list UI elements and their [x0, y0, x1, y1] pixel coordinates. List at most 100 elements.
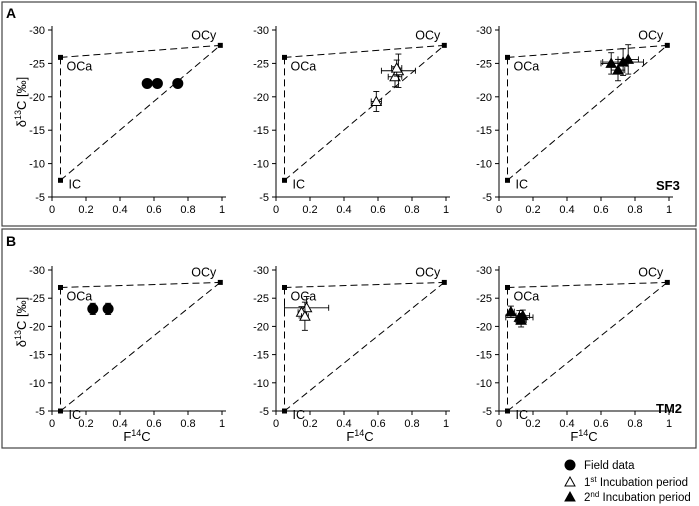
x-tick-label: 0.8 [180, 204, 195, 216]
y-tick-label: -30 [476, 265, 492, 277]
data-point-first-incubation [300, 301, 313, 313]
endmember-label-ocy: OCy [638, 265, 664, 279]
y-tick-label: -15 [29, 350, 45, 362]
y-tick-label: -5 [259, 406, 269, 418]
y-tick-label: -25 [253, 293, 269, 305]
endmember-marker-ic [58, 408, 63, 414]
data-point-field [141, 77, 153, 89]
x-tick-label: 0.4 [112, 204, 127, 216]
mixing-line-ic-ocy [284, 44, 445, 181]
endmember-marker-ic [505, 408, 510, 414]
mixing-line-ic-ocy [284, 282, 445, 412]
y-tick-label: -5 [259, 192, 269, 204]
endmember-label-ic: IC [293, 408, 306, 422]
chart-panel-a-2: -5 -10 -15 -20 -25 -30 0 0.2 0.4 0.6 0.8 1 OCa OCy IC [253, 25, 450, 216]
mixing-line-oca-ocy [284, 44, 445, 58]
x-tick-label: 0.8 [404, 418, 419, 430]
x-tick-label: 0.6 [370, 204, 385, 216]
legend-label-field: Field data [584, 460, 635, 472]
y-tick-label: -5 [35, 406, 45, 418]
x-tick-label: 0 [496, 418, 502, 430]
y-tick-label: -25 [476, 293, 492, 305]
mixing-line-oca-ocy [60, 281, 221, 288]
y-axis-label-row-b: δ13C [‰] [13, 297, 29, 348]
legend-label-first-incubation: 1st Incubation period [584, 475, 688, 489]
x-tick-label: 0.2 [78, 204, 93, 216]
x-tick-label: 1 [666, 418, 672, 430]
endmember-label-ocy: OCy [191, 265, 217, 279]
y-tick-label: -20 [29, 92, 45, 104]
x-tick-label: 1 [443, 418, 449, 430]
y-tick-label: -15 [253, 350, 269, 362]
endmember-label-ic: IC [293, 177, 306, 191]
data-point-second-incubation [516, 309, 529, 321]
data-point-second-incubation [612, 64, 624, 75]
x-tick-label: 0.4 [336, 418, 351, 430]
x-axis-label-3: F14C [570, 428, 597, 444]
legend-marker-second-incubation [564, 490, 576, 502]
endmember-marker-ocy [217, 279, 223, 285]
y-tick-label: -25 [29, 58, 45, 70]
y-tick-label: -30 [29, 265, 45, 277]
data-point-field [87, 303, 99, 315]
x-tick-label: 0.4 [336, 204, 351, 216]
y-tick-label: -25 [476, 58, 492, 70]
endmember-label-ic: IC [69, 408, 82, 422]
y-tick-label: -30 [476, 25, 492, 37]
chart-panel-b-1: -5 -10 -15 -20 -25 -30 0 0.2 0.4 0.6 0.8 1 OCa OCy IC [29, 265, 226, 430]
y-tick-label: -25 [29, 293, 45, 305]
x-tick-label: 0.2 [302, 418, 317, 430]
mixing-line-oca-ocy [507, 44, 668, 58]
endmember-label-oca: OCa [514, 289, 540, 303]
x-tick-label: 1 [219, 418, 225, 430]
legend-marker-field [564, 459, 576, 471]
endmember-marker-ic [58, 177, 63, 183]
x-tick-label: 0.6 [146, 204, 161, 216]
row-a-frame [1, 1, 697, 227]
endmember-label-ic: IC [516, 408, 529, 422]
x-axis-label-1: F14C [123, 428, 150, 444]
endmember-label-oca: OCa [67, 59, 93, 73]
y-tick-label: -15 [253, 125, 269, 137]
data-point-first-incubation [390, 62, 403, 73]
y-tick-label: -5 [35, 192, 45, 204]
endmember-label-ic: IC [516, 177, 529, 191]
endmember-marker-oca [505, 284, 510, 290]
y-tick-label: -5 [482, 406, 492, 418]
x-tick-label: 0.4 [559, 418, 574, 430]
chart-panel-a-3: -5 -10 -15 -20 -25 -30 0 0.2 0.4 0.6 0.8 1 OCa OCy IC [476, 25, 673, 216]
x-tick-label: 0 [49, 204, 55, 216]
endmember-marker-ocy [441, 279, 447, 285]
y-tick-label: -30 [253, 265, 269, 277]
endmember-marker-ocy [441, 42, 447, 48]
x-axis-label-2: F14C [346, 428, 373, 444]
chart-panel-b-2: -5 -10 -15 -20 -25 -30 0 0.2 0.4 0.6 0.8 1 OCa OCy IC [253, 265, 450, 430]
data-point-field [172, 77, 184, 89]
site-label-sf3: SF3 [656, 178, 680, 193]
y-axis-label-row-a: δ13C [‰] [13, 77, 29, 128]
mixing-line-oca-ocy [284, 281, 445, 288]
x-tick-label: 0.2 [78, 418, 93, 430]
endmember-marker-oca [58, 54, 63, 60]
mixing-line-ic-ocy [507, 282, 668, 412]
x-tick-label: 0.8 [627, 418, 642, 430]
y-tick-label: -20 [29, 321, 45, 333]
y-tick-label: -20 [476, 92, 492, 104]
endmember-marker-ocy [217, 42, 223, 48]
endmember-label-oca: OCa [291, 289, 317, 303]
endmember-label-oca: OCa [514, 59, 540, 73]
row-b-frame [1, 228, 697, 449]
y-tick-label: -30 [29, 25, 45, 37]
endmember-marker-oca [282, 284, 287, 290]
endmember-marker-ocy [664, 42, 670, 48]
endmember-label-ocy: OCy [638, 28, 664, 42]
y-tick-label: -10 [476, 378, 492, 390]
data-point-second-incubation [505, 305, 517, 317]
x-tick-label: 0.6 [593, 204, 608, 216]
endmember-label-oca: OCa [67, 289, 93, 303]
endmember-marker-ocy [664, 279, 670, 285]
endmember-label-ocy: OCy [415, 28, 441, 42]
endmember-marker-ic [282, 177, 287, 183]
y-tick-label: -20 [476, 321, 492, 333]
